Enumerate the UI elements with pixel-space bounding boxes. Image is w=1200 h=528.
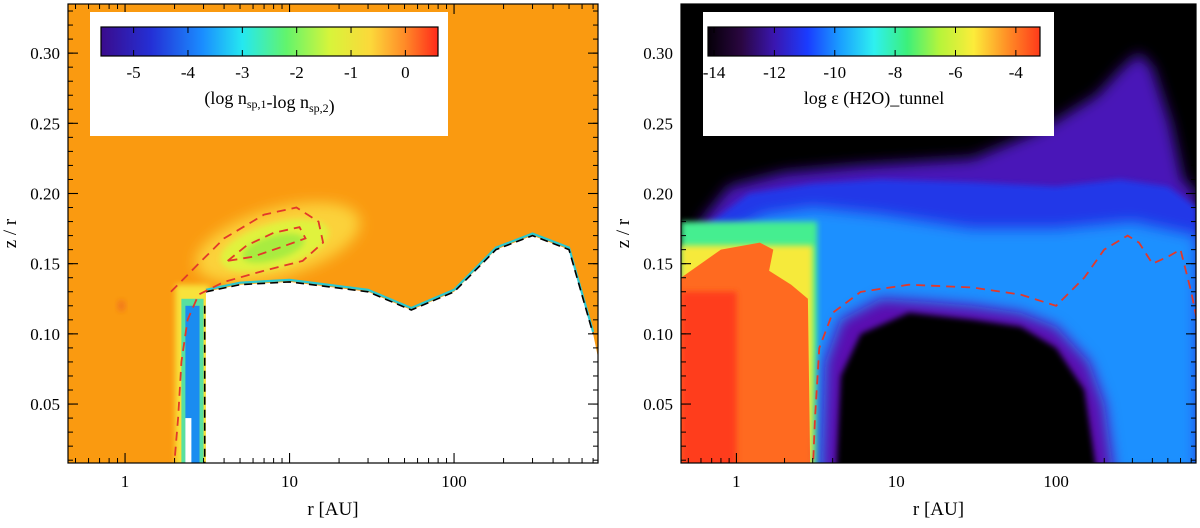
right-x-axis-label: r [AU] bbox=[913, 499, 964, 520]
right-y-tick-label: 0.20 bbox=[643, 184, 673, 203]
left-y-tick-label: 0.15 bbox=[30, 255, 60, 274]
right-y-tick-label: 0.10 bbox=[643, 325, 673, 344]
left-y-tick-label: 0.20 bbox=[30, 184, 60, 203]
left-blob-core bbox=[242, 233, 305, 263]
left-x-tick-label: 10 bbox=[281, 472, 298, 491]
right-y-tick-label: 0.05 bbox=[643, 395, 673, 414]
right-y-axis-label: z / r bbox=[613, 218, 634, 248]
right-midplane-interior bbox=[836, 312, 1096, 463]
left-contour-outer bbox=[170, 206, 325, 461]
right-x-tick-label: 10 bbox=[888, 472, 905, 491]
left-colorbar-label: (log nsp,1-log nsp,2) bbox=[204, 88, 334, 117]
left-x-tick-label: 100 bbox=[441, 472, 467, 491]
left-colorbar-tick-label: -3 bbox=[235, 63, 249, 82]
right-colorbar-tick-label: -12 bbox=[763, 63, 786, 82]
right-x-tick-label: 100 bbox=[1043, 472, 1069, 491]
left-small-spot bbox=[117, 299, 126, 312]
left-x-tick-label: 1 bbox=[121, 472, 130, 491]
left-masked-region bbox=[205, 235, 598, 463]
left-colorbar: -5 -4 -3 -2 -1 0 (log nsp,1-log nsp,2) bbox=[90, 12, 448, 136]
left-y-tick-label: 0.30 bbox=[30, 44, 60, 63]
left-axes-frame bbox=[67, 3, 599, 464]
right-y-tick-label: 0.25 bbox=[643, 114, 673, 133]
left-y-tick-label: 0.05 bbox=[30, 395, 60, 414]
right-colorbar: -14 -12 -10 -8 -6 -4 log ε (H2O)_tunnel bbox=[703, 12, 1054, 136]
right-y-tick-label: 0.15 bbox=[643, 255, 673, 274]
left-y-tick-label: 0.25 bbox=[30, 114, 60, 133]
right-contour bbox=[812, 234, 1196, 463]
right-hot-core bbox=[681, 291, 737, 463]
right-panel: 1 10 100 0.05 0.10 0.15 0.20 0.25 0.30 r [AU] z / … bbox=[613, 3, 1197, 520]
right-colorbar-tick-label: -6 bbox=[948, 63, 962, 82]
left-colorbar-gradient bbox=[100, 26, 439, 57]
right-y-tick-label: 0.30 bbox=[643, 44, 673, 63]
left-column-gap bbox=[185, 418, 192, 463]
left-colorbar-tick-label: -5 bbox=[127, 63, 141, 82]
right-colorbar-gradient bbox=[707, 26, 1041, 57]
left-mask-edge-dashed bbox=[205, 234, 594, 335]
right-colorbar-tick-label: -14 bbox=[703, 63, 726, 82]
left-colorbar-tick-label: 0 bbox=[401, 63, 410, 82]
left-panel: 1 10 100 0.05 0.10 0.15 0.20 0.25 0.30 r [AU] z / … bbox=[0, 3, 599, 520]
right-axes-frame bbox=[680, 3, 1197, 464]
left-colorbar-tick-label: -1 bbox=[344, 63, 358, 82]
left-contour-inner bbox=[227, 226, 307, 262]
right-colorbar-tick-label: -4 bbox=[1009, 63, 1024, 82]
right-colorbar-tick-label: -10 bbox=[823, 63, 846, 82]
right-colorbar-tick-label: -8 bbox=[888, 63, 902, 82]
left-mask-edge-cyan bbox=[205, 232, 595, 333]
right-colorbar-label: log ε (H2O)_tunnel bbox=[804, 88, 945, 109]
left-y-tick-label: 0.10 bbox=[30, 325, 60, 344]
left-x-axis-label: r [AU] bbox=[307, 499, 358, 520]
left-y-axis-label: z / r bbox=[0, 218, 21, 248]
left-colorbar-tick-label: -2 bbox=[290, 63, 304, 82]
right-x-tick-label: 1 bbox=[732, 472, 741, 491]
left-colorbar-tick-label: -4 bbox=[181, 63, 196, 82]
